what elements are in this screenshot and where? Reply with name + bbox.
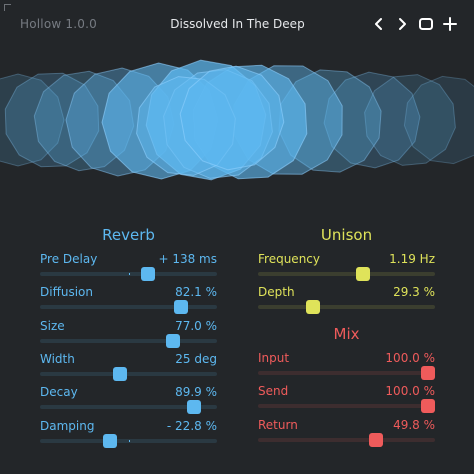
visualizer-shape (4, 72, 100, 168)
slider-track[interactable] (258, 371, 435, 375)
slider-thumb[interactable] (166, 333, 180, 348)
slider-thumb[interactable] (421, 366, 435, 380)
add-preset-button[interactable] (440, 14, 460, 34)
param-label: Return (258, 417, 298, 432)
reverb-size-slider[interactable]: Size 77.0 % (40, 319, 217, 349)
slider-track[interactable] (40, 338, 217, 343)
param-value: 100.0 % (385, 351, 435, 365)
reverb-visualizer (0, 59, 474, 181)
param-label: Width (40, 351, 75, 366)
chevron-right-icon (399, 18, 406, 30)
window-icon (419, 18, 433, 30)
reverb-decay-slider[interactable]: Decay 89.9 % (40, 385, 217, 415)
top-bar: Hollow 1.0.0 Dissolved In The Deep (0, 0, 474, 50)
slider-track[interactable] (258, 305, 435, 310)
param-label: Damping (40, 418, 95, 433)
visualizer-shape (403, 75, 474, 165)
param-label: Send (258, 384, 289, 399)
param-value: - 22.8 % (166, 418, 217, 433)
param-label: Input (258, 351, 290, 365)
slider-track[interactable] (40, 371, 217, 376)
slider-track[interactable] (258, 272, 435, 276)
resize-corner-mark (4, 4, 11, 11)
param-value: 25 deg (175, 351, 217, 366)
mix-send-slider[interactable]: Send 100.0 % (258, 384, 435, 414)
param-value: 82.1 % (175, 285, 217, 300)
visualizer-shape (364, 74, 456, 166)
reverb-pre-delay-slider[interactable]: Pre Delay + 138 ms (40, 252, 217, 282)
mix-section-title: Mix (333, 325, 360, 343)
param-label: Diffusion (40, 285, 93, 300)
plus-icon (443, 17, 457, 31)
slider-track[interactable] (258, 437, 435, 442)
slider-track[interactable] (40, 405, 217, 410)
visualizer-shape (179, 65, 285, 171)
slider-thumb[interactable] (141, 267, 155, 281)
param-label: Frequency (258, 252, 320, 266)
param-label: Depth (258, 285, 295, 300)
param-value: + 138 ms (158, 252, 217, 266)
slider-thumb[interactable] (113, 366, 127, 381)
param-label: Size (40, 318, 65, 333)
unison-depth-slider[interactable]: Depth 29.3 % (258, 285, 435, 315)
mix-return-slider[interactable]: Return 49.8 % (258, 418, 435, 448)
previous-preset-button[interactable] (369, 14, 389, 34)
slider-thumb[interactable] (369, 432, 383, 447)
param-label: Pre Delay (40, 252, 98, 266)
slider-track[interactable] (40, 305, 217, 310)
next-preset-button[interactable] (392, 14, 412, 34)
reverb-section-title: Reverb (102, 226, 155, 244)
visualizer-shape (323, 71, 421, 169)
window-toggle-button[interactable] (416, 14, 436, 34)
slider-center-tick (129, 273, 130, 275)
slider-track[interactable] (40, 438, 217, 443)
param-value: 49.8 % (393, 417, 435, 432)
reverb-diffusion-slider[interactable]: Diffusion 82.1 % (40, 285, 217, 315)
param-value: 100.0 % (385, 384, 435, 399)
slider-thumb[interactable] (356, 267, 370, 281)
app-title: Hollow 1.0.0 (20, 17, 97, 31)
param-value: 89.9 % (175, 385, 217, 400)
param-label: Decay (40, 385, 78, 400)
slider-thumb[interactable] (103, 433, 117, 448)
param-value: 77.0 % (175, 318, 217, 333)
visualizer-shape (0, 73, 65, 167)
slider-track[interactable] (40, 272, 217, 276)
preset-name[interactable]: Dissolved In The Deep (170, 17, 305, 31)
unison-frequency-slider[interactable]: Frequency 1.19 Hz (258, 252, 435, 282)
reverb-width-slider[interactable]: Width 25 deg (40, 352, 217, 382)
slider-center-tick (129, 439, 130, 442)
unison-section-title: Unison (320, 226, 373, 244)
reverb-damping-slider[interactable]: Damping - 22.8 % (40, 419, 217, 449)
mix-input-slider[interactable]: Input 100.0 % (258, 351, 435, 381)
slider-thumb[interactable] (187, 400, 201, 415)
slider-thumb[interactable] (421, 399, 435, 414)
param-value: 29.3 % (393, 285, 435, 300)
slider-track[interactable] (258, 404, 435, 409)
chevron-left-icon (375, 18, 382, 30)
slider-thumb[interactable] (306, 300, 320, 315)
slider-thumb[interactable] (174, 300, 188, 315)
param-value: 1.19 Hz (389, 252, 435, 266)
